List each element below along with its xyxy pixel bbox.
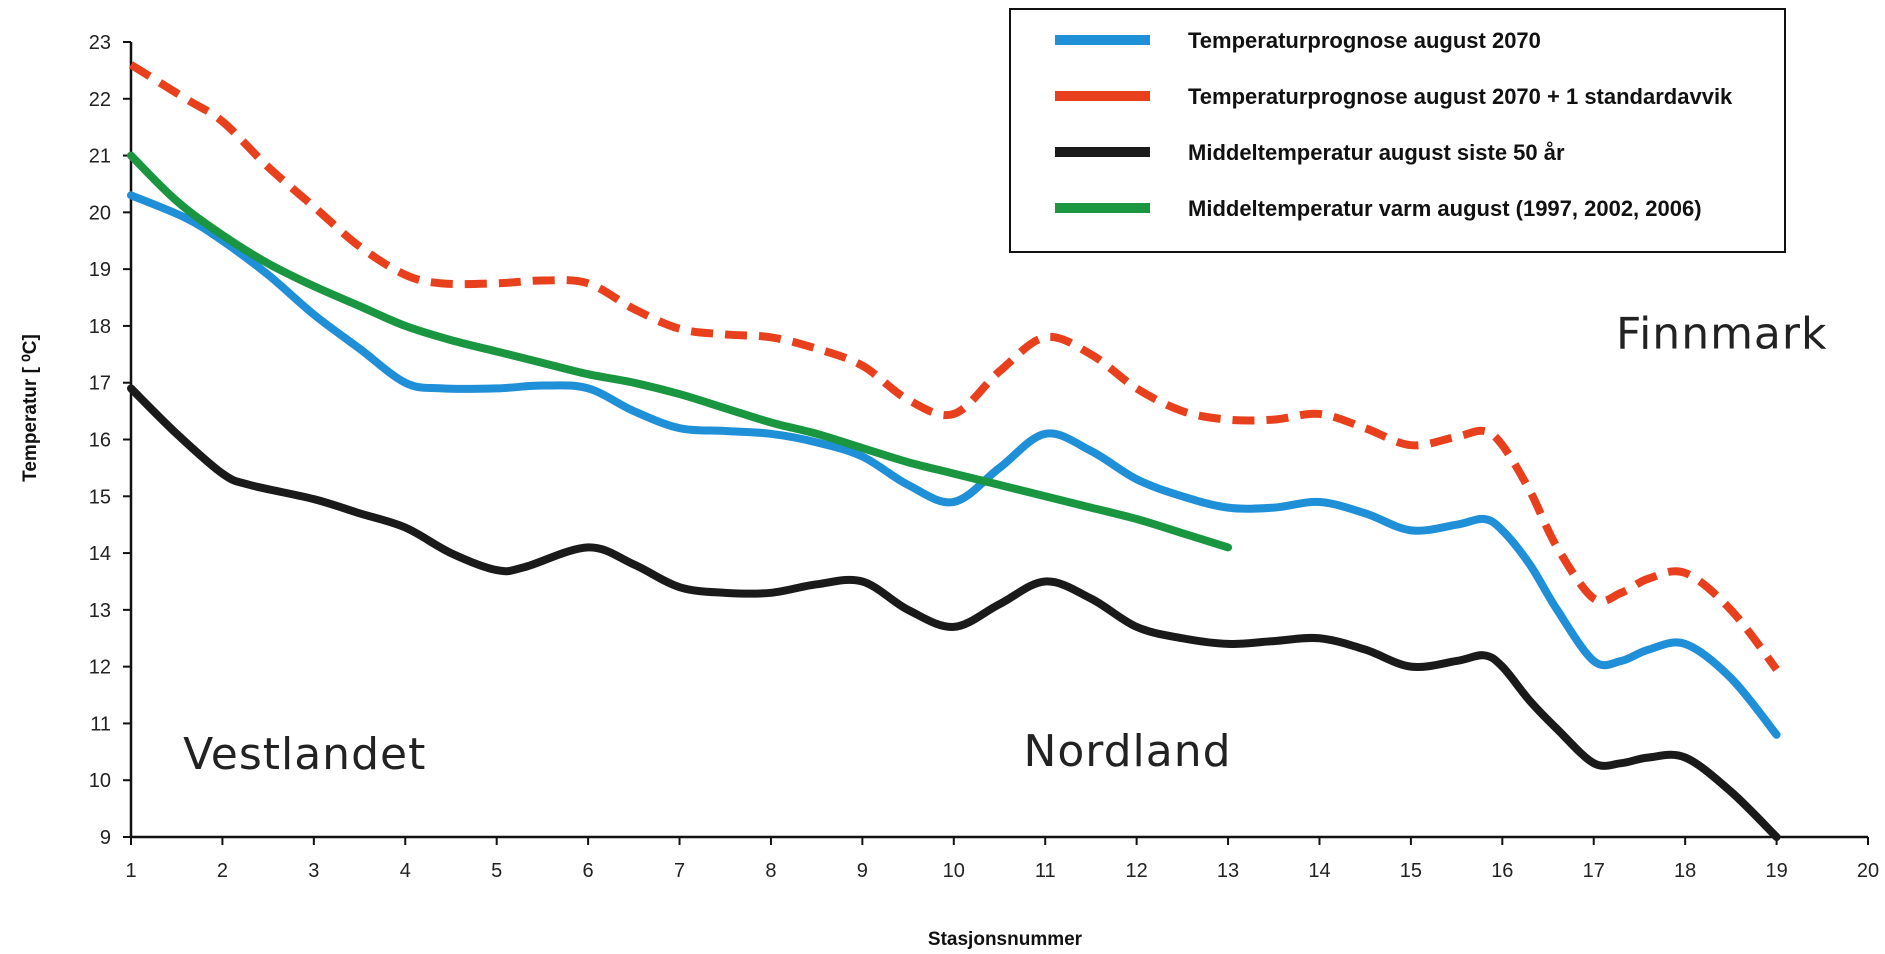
- y-tick-label: 10: [89, 770, 111, 792]
- y-tick-label: 12: [89, 657, 111, 679]
- y-tick-label: 13: [89, 600, 111, 622]
- series-line-3: [127, 384, 1781, 841]
- y-tick-label: 16: [89, 430, 111, 452]
- legend-label-2: Temperaturprognose august 2070 + 1 stand…: [1188, 84, 1733, 109]
- x-tick-label: 19: [1765, 860, 1787, 882]
- x-tick-label: 9: [857, 860, 868, 882]
- x-tick-label: 6: [583, 860, 594, 882]
- series-lines: [127, 61, 1781, 841]
- x-axis-title: Stasjonsnummer: [928, 929, 1083, 950]
- x-tick-label: 12: [1126, 860, 1148, 882]
- y-tick-label: 20: [89, 202, 111, 224]
- y-tick-label: 19: [89, 259, 111, 281]
- x-tick-label: 2: [217, 860, 228, 882]
- x-tick-label: 11: [1035, 860, 1056, 882]
- y-axis: 9 10 11 12 13 14 15 16 17 18 19 20 21 22 23: [89, 32, 131, 849]
- x-tick-label: 5: [491, 860, 502, 882]
- y-tick-label: 21: [89, 146, 111, 168]
- x-tick-label: 4: [400, 860, 411, 882]
- series-line-2: [128, 61, 1780, 672]
- x-tick-label: 14: [1308, 860, 1330, 882]
- y-tick-label: 14: [89, 543, 111, 565]
- series-line-1: [127, 191, 1781, 739]
- x-tick-label: 8: [765, 860, 776, 882]
- x-axis: 1 2 3 4 5 6 7 8 9 10 11 12 13 14 15 16 17 18 19 20: [125, 837, 1879, 882]
- x-tick-label: 1: [125, 860, 136, 882]
- region-label-3: Finnmark: [1616, 309, 1828, 360]
- x-tick-label: 15: [1400, 860, 1422, 882]
- y-tick-label: 18: [89, 316, 111, 338]
- region-label-2: Nordland: [1023, 726, 1231, 777]
- legend-label-4: Middeltemperatur varm august (1997, 2002…: [1188, 196, 1702, 221]
- y-tick-label: 23: [89, 32, 111, 54]
- legend-label-1: Temperaturprognose august 2070: [1188, 28, 1541, 53]
- y-tick-label: 9: [100, 827, 111, 849]
- series-line-4: [127, 151, 1233, 552]
- x-tick-label: 18: [1674, 860, 1696, 882]
- x-tick-label: 17: [1583, 860, 1605, 882]
- y-tick-label: 22: [89, 89, 111, 111]
- x-tick-label: 20: [1857, 860, 1879, 882]
- region-annotations: Vestlandet Nordland Finnmark: [183, 309, 1828, 780]
- y-tick-label: 11: [90, 713, 111, 735]
- legend-label-3: Middeltemperatur august siste 50 år: [1188, 140, 1565, 165]
- x-tick-label: 3: [308, 860, 319, 882]
- x-tick-label: 7: [674, 860, 685, 882]
- x-tick-label: 16: [1491, 860, 1513, 882]
- y-tick-label: 17: [89, 373, 111, 395]
- legend: Temperaturprognose august 2070 Temperatur…: [1009, 8, 1786, 253]
- x-tick-label: 13: [1217, 860, 1239, 882]
- region-label-1: Vestlandet: [183, 729, 426, 780]
- x-tick-label: 10: [943, 860, 965, 882]
- y-axis-title: Temperatur [ ⁰C]: [20, 334, 41, 482]
- y-tick-label: 15: [89, 486, 111, 508]
